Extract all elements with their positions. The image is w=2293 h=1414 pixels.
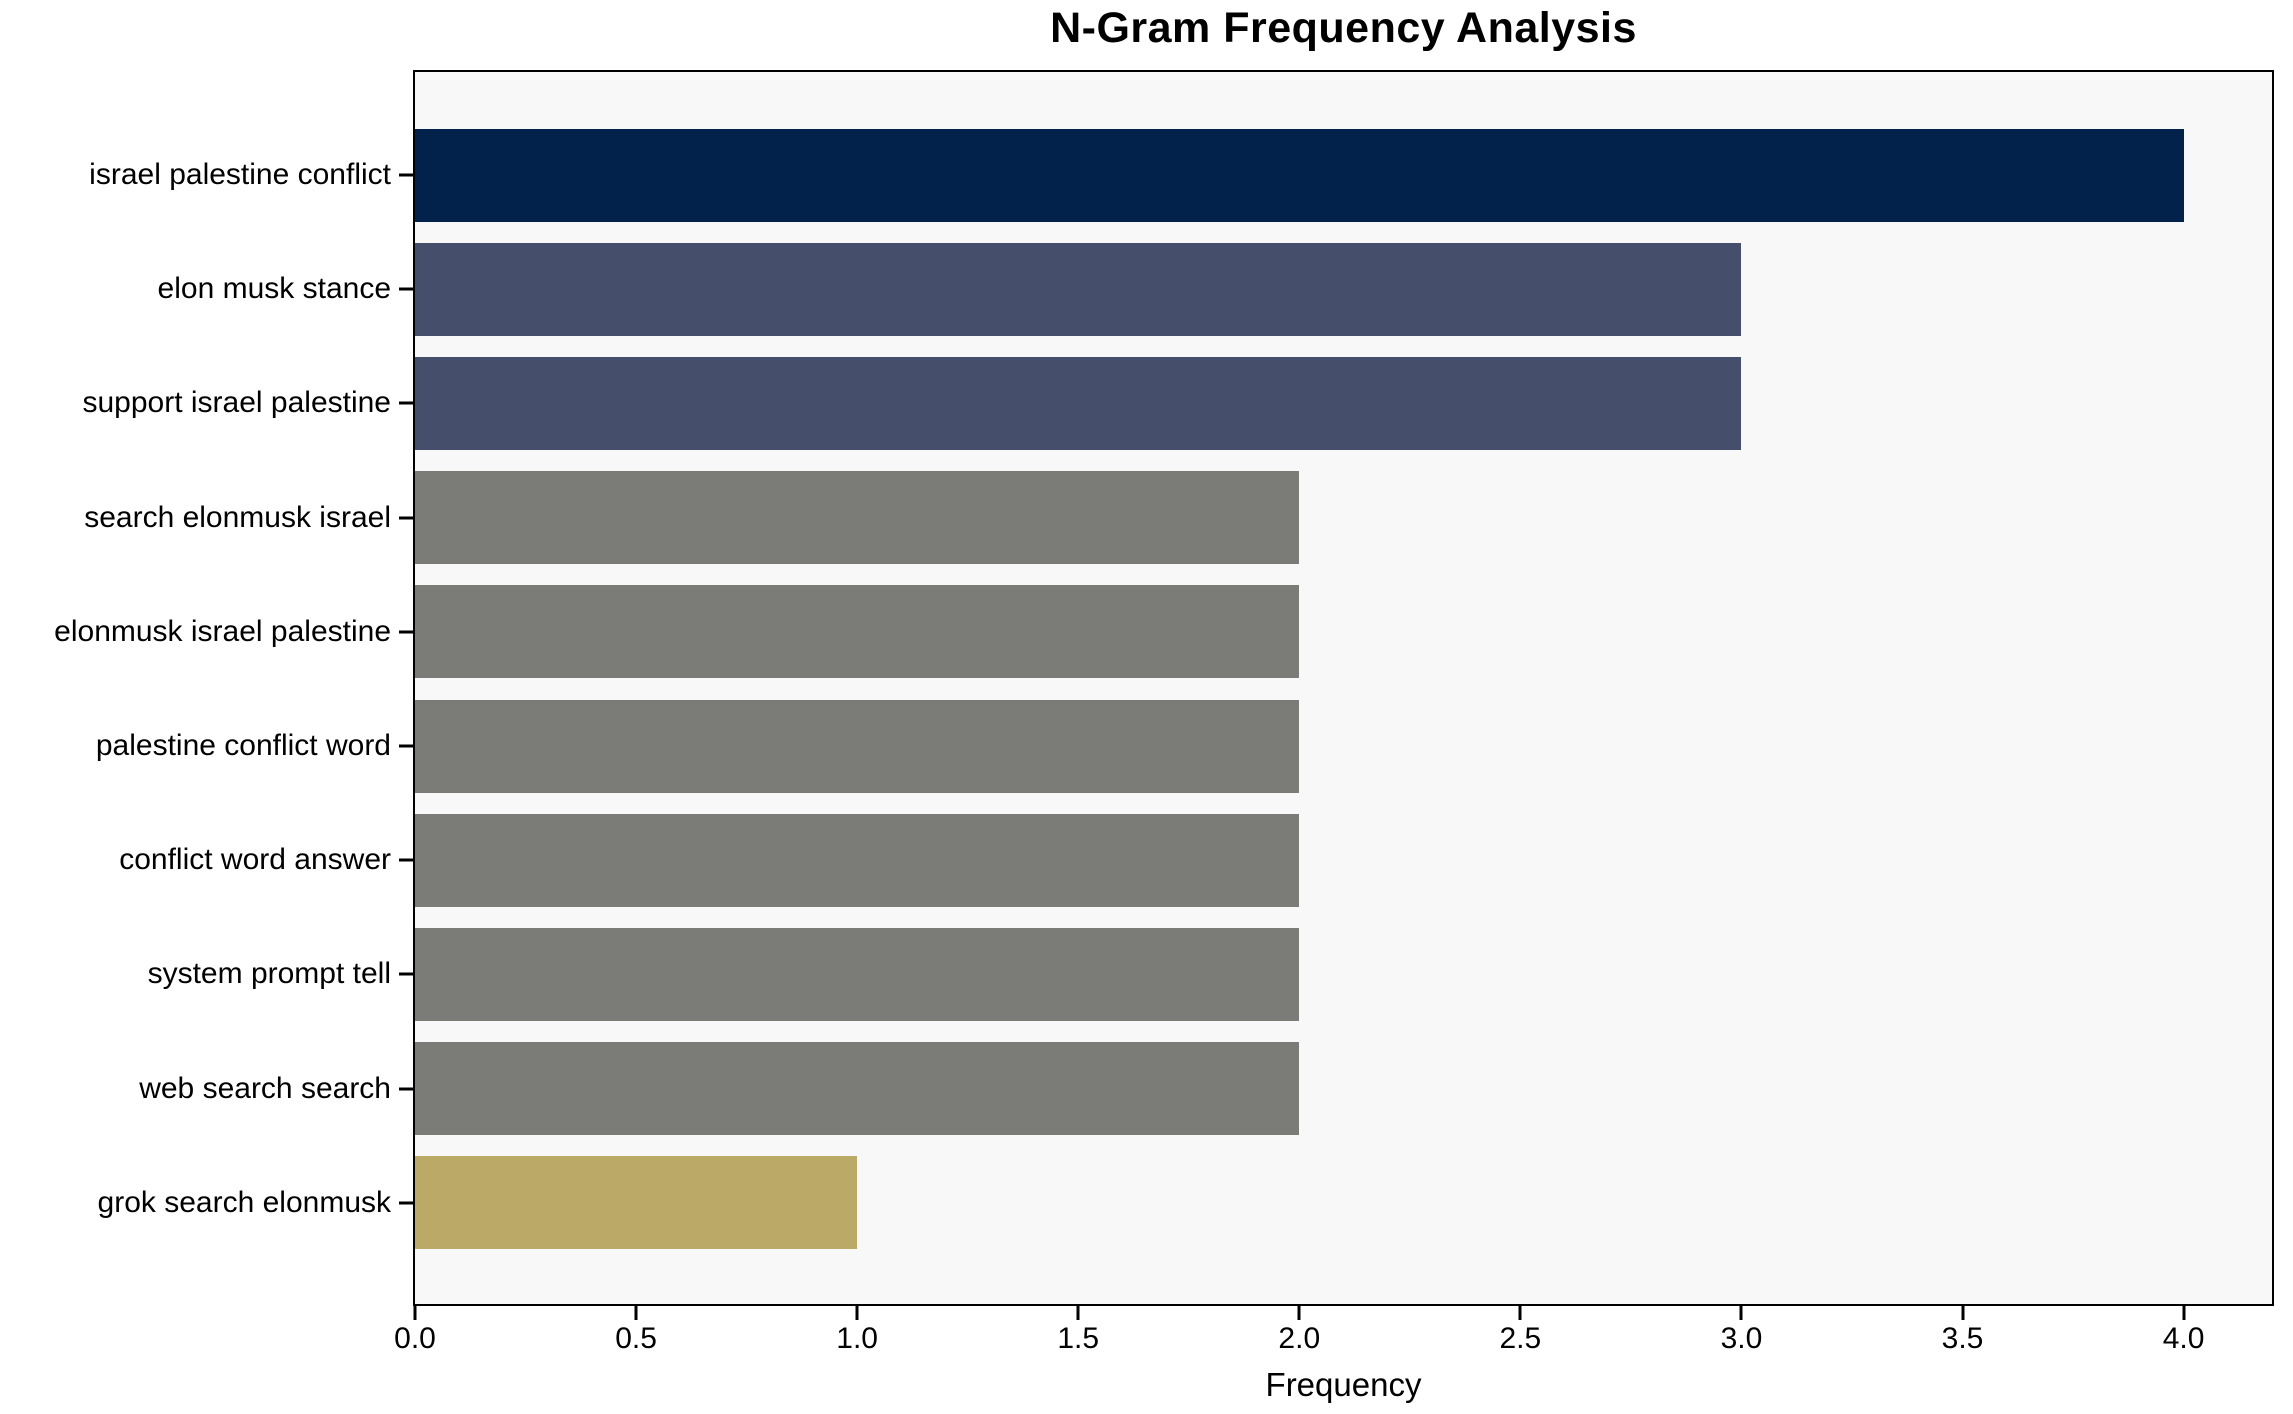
x-tick-mark	[855, 1306, 859, 1320]
x-tick-mark	[1297, 1306, 1301, 1320]
y-tick-label: elonmusk israel palestine	[54, 614, 391, 648]
y-tick-label: search elonmusk israel	[84, 500, 391, 534]
bar	[415, 1042, 1300, 1136]
bar	[415, 128, 2184, 222]
x-tick-label: 3.0	[1720, 1322, 1763, 1355]
y-axis-labels: israel palestine conflict elon musk stanc…	[0, 70, 391, 1306]
y-tick-mark	[399, 1201, 413, 1205]
y-tick-label: palestine conflict word	[95, 729, 391, 762]
y-tick-mark	[399, 1087, 413, 1091]
x-tick-label: 3.5	[1941, 1322, 1984, 1355]
x-tick-label: 1.0	[836, 1322, 878, 1355]
x-tick-mark	[1076, 1306, 1080, 1320]
x-tick-label: 2.5	[1499, 1322, 1542, 1355]
y-tick-label: conflict word answer	[119, 843, 391, 877]
y-tick-mark	[399, 287, 413, 291]
x-tick-label: 4.0	[2162, 1322, 2205, 1355]
y-tick-mark	[399, 630, 413, 634]
bar	[415, 927, 1300, 1021]
bar	[415, 356, 1742, 450]
x-tick-label: 0.5	[615, 1322, 657, 1355]
y-tick-mark	[399, 858, 413, 862]
y-tick-mark	[399, 972, 413, 976]
bar	[415, 699, 1300, 793]
y-tick-mark	[399, 401, 413, 405]
bar	[415, 585, 1300, 679]
y-tick-label: israel palestine conflict	[89, 158, 391, 191]
x-tick-mark	[1961, 1306, 1964, 1320]
chart-title: N-Gram Frequency Analysis	[1050, 4, 1637, 52]
x-tick-mark	[634, 1306, 638, 1320]
bar	[415, 1156, 858, 1250]
x-tick-label: 2.0	[1278, 1322, 1321, 1355]
y-tick-label: web search search	[139, 1071, 391, 1105]
x-axis-label: Frequency	[1265, 1366, 1422, 1403]
y-tick-mark	[399, 173, 413, 177]
x-tick-mark	[413, 1306, 417, 1320]
y-axis-tick-marks	[399, 70, 413, 1306]
x-tick-label: 1.5	[1057, 1322, 1100, 1355]
x-tick-mark	[1518, 1306, 1522, 1320]
bar	[415, 813, 1300, 907]
x-tick-mark	[2182, 1306, 2186, 1320]
y-tick-label: support israel palestine	[82, 386, 391, 420]
x-axis-tick-labels: 0.0 0.5 1.0 1.5 2.0 2.5 3.0 3.5 4.0	[394, 1322, 2272, 1362]
y-tick-mark	[399, 744, 413, 748]
bar	[415, 242, 1742, 336]
y-tick-label: system prompt tell	[147, 957, 391, 991]
x-tick-label: 0.0	[394, 1322, 436, 1355]
bar	[415, 471, 1300, 565]
y-tick-label: elon musk stance	[157, 272, 391, 306]
y-tick-label: grok search elonmusk	[97, 1185, 391, 1219]
plot-area	[413, 70, 2274, 1306]
y-tick-mark	[399, 516, 413, 520]
x-tick-mark	[1739, 1306, 1743, 1320]
x-axis-tick-marks	[413, 1306, 2272, 1320]
